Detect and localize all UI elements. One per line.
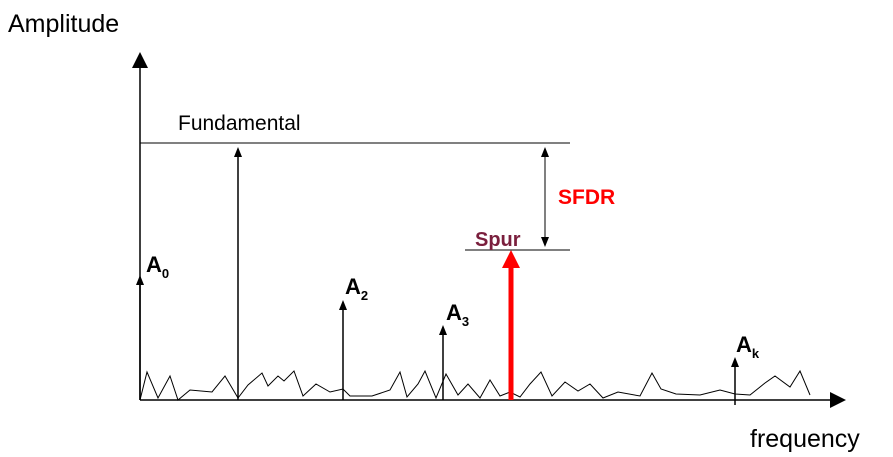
subscript: 2 xyxy=(361,288,368,303)
symbol: A xyxy=(736,332,752,357)
y-axis-label: Amplitude xyxy=(8,10,119,38)
subscript: 0 xyxy=(162,266,169,281)
symbol: A xyxy=(345,274,361,299)
a0-label: A0 xyxy=(146,252,169,281)
subscript: 3 xyxy=(462,314,469,329)
a2-label: A2 xyxy=(345,274,368,303)
x-axis-label: frequency xyxy=(750,425,860,453)
a3-label: A3 xyxy=(446,300,469,329)
subscript: k xyxy=(752,346,760,361)
fundamental-label: Fundamental xyxy=(178,112,301,135)
spur-label: Spur xyxy=(475,229,521,251)
symbol: A xyxy=(446,300,462,325)
sfdr-label: SFDR xyxy=(558,186,615,209)
symbol: A xyxy=(146,252,162,277)
noise-floor xyxy=(139,369,811,401)
ak-label: Ak xyxy=(736,332,760,361)
